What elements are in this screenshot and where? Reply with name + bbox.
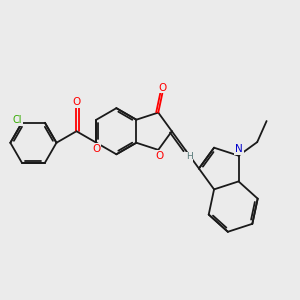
Text: O: O	[159, 82, 167, 93]
Text: N: N	[235, 144, 243, 154]
Text: H: H	[186, 152, 193, 161]
Text: O: O	[72, 98, 81, 107]
Text: O: O	[92, 143, 101, 154]
Text: O: O	[156, 151, 164, 161]
Text: Cl: Cl	[12, 115, 22, 125]
